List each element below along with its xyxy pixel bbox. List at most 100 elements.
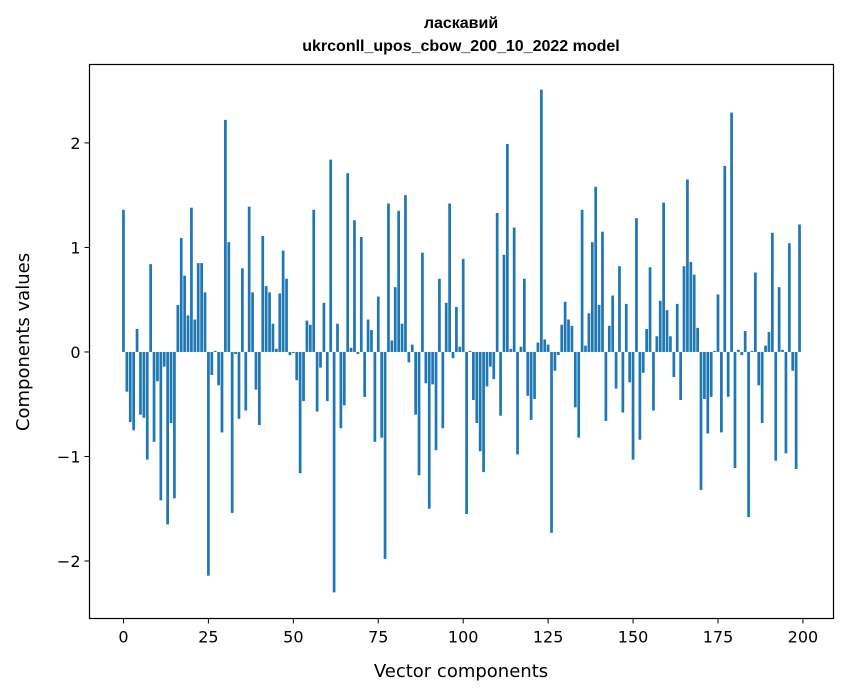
bar xyxy=(444,302,448,352)
bar xyxy=(556,351,560,356)
bar xyxy=(363,351,367,397)
bar xyxy=(332,351,336,593)
bar xyxy=(692,274,696,352)
bar xyxy=(461,258,465,352)
bar xyxy=(400,323,404,352)
bar xyxy=(183,275,186,352)
bar xyxy=(509,348,513,352)
bar xyxy=(791,351,795,371)
bar xyxy=(251,292,254,352)
bar xyxy=(669,336,672,352)
bar xyxy=(662,202,665,352)
bar xyxy=(366,319,370,352)
bar xyxy=(441,351,445,429)
bar xyxy=(244,351,248,411)
bar xyxy=(465,351,468,514)
bar xyxy=(305,320,309,352)
bar xyxy=(648,267,652,352)
bar xyxy=(506,143,509,352)
bar xyxy=(139,351,142,415)
bar xyxy=(553,351,557,371)
bar xyxy=(302,351,305,402)
bar xyxy=(176,304,180,352)
bar xyxy=(770,232,774,352)
bar xyxy=(665,310,669,352)
bar xyxy=(230,351,234,513)
y-tick-label: −1 xyxy=(57,447,81,466)
x-tick-label: 100 xyxy=(448,628,479,647)
bar xyxy=(597,304,601,352)
bar xyxy=(713,350,716,352)
bar xyxy=(166,351,169,525)
y-tick-label: 0 xyxy=(70,343,80,362)
bar xyxy=(261,235,265,352)
bar xyxy=(601,231,604,352)
bar xyxy=(777,287,781,352)
bar xyxy=(543,339,547,352)
bar xyxy=(319,351,322,368)
bar xyxy=(227,242,231,352)
bar xyxy=(329,159,333,352)
bar xyxy=(152,351,156,442)
bar xyxy=(604,351,608,421)
bar xyxy=(156,351,159,382)
bar xyxy=(546,344,550,352)
bar xyxy=(709,351,713,397)
bar xyxy=(193,319,197,352)
bar xyxy=(743,331,747,352)
bar xyxy=(567,319,570,352)
bar xyxy=(472,351,475,401)
bar xyxy=(349,347,353,352)
bar xyxy=(747,351,750,518)
bar xyxy=(132,351,136,431)
bar xyxy=(390,340,394,352)
bar xyxy=(682,266,686,352)
bar xyxy=(730,112,733,352)
bar xyxy=(387,203,390,352)
bar xyxy=(190,207,193,352)
bar xyxy=(285,278,288,352)
bar xyxy=(794,351,798,470)
bar xyxy=(298,351,302,474)
bar xyxy=(635,218,638,352)
bar xyxy=(448,203,451,352)
bar xyxy=(475,351,479,424)
bar xyxy=(258,351,261,426)
bar xyxy=(563,301,567,352)
bar xyxy=(618,266,621,352)
bar xyxy=(458,346,462,352)
bar xyxy=(733,351,737,468)
y-axis-label: Components values xyxy=(13,253,34,431)
bar xyxy=(339,351,343,429)
bar xyxy=(764,345,767,352)
bar xyxy=(638,351,642,440)
bar xyxy=(207,351,210,576)
x-tick-label: 175 xyxy=(703,628,734,647)
bar xyxy=(760,351,764,424)
bar xyxy=(173,351,176,499)
bar xyxy=(624,303,628,352)
bar xyxy=(434,351,438,451)
bar xyxy=(274,348,278,352)
bar xyxy=(169,351,173,424)
bar xyxy=(397,210,401,352)
plot-frame xyxy=(88,63,835,620)
bar xyxy=(455,307,458,352)
bar xyxy=(312,209,316,352)
bar xyxy=(404,195,407,352)
bar xyxy=(417,351,421,476)
ticks-group: 0 25 50 75 100 125 150 175 200 −2 −1 0 1 2 xyxy=(57,134,818,647)
bar xyxy=(149,264,153,352)
bar xyxy=(499,351,502,416)
bar xyxy=(421,252,424,352)
bar xyxy=(757,351,761,386)
bar xyxy=(224,119,227,352)
x-tick-label: 200 xyxy=(788,628,819,647)
bar xyxy=(587,313,591,352)
bar xyxy=(217,351,220,386)
bar xyxy=(570,325,574,352)
x-tick-label: 150 xyxy=(618,628,649,647)
bar xyxy=(186,315,190,352)
bar xyxy=(342,351,346,406)
bar xyxy=(213,350,217,352)
